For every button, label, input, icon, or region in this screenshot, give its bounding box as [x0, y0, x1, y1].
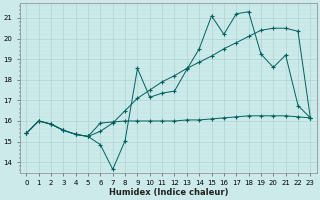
X-axis label: Humidex (Indice chaleur): Humidex (Indice chaleur) [108, 188, 228, 197]
